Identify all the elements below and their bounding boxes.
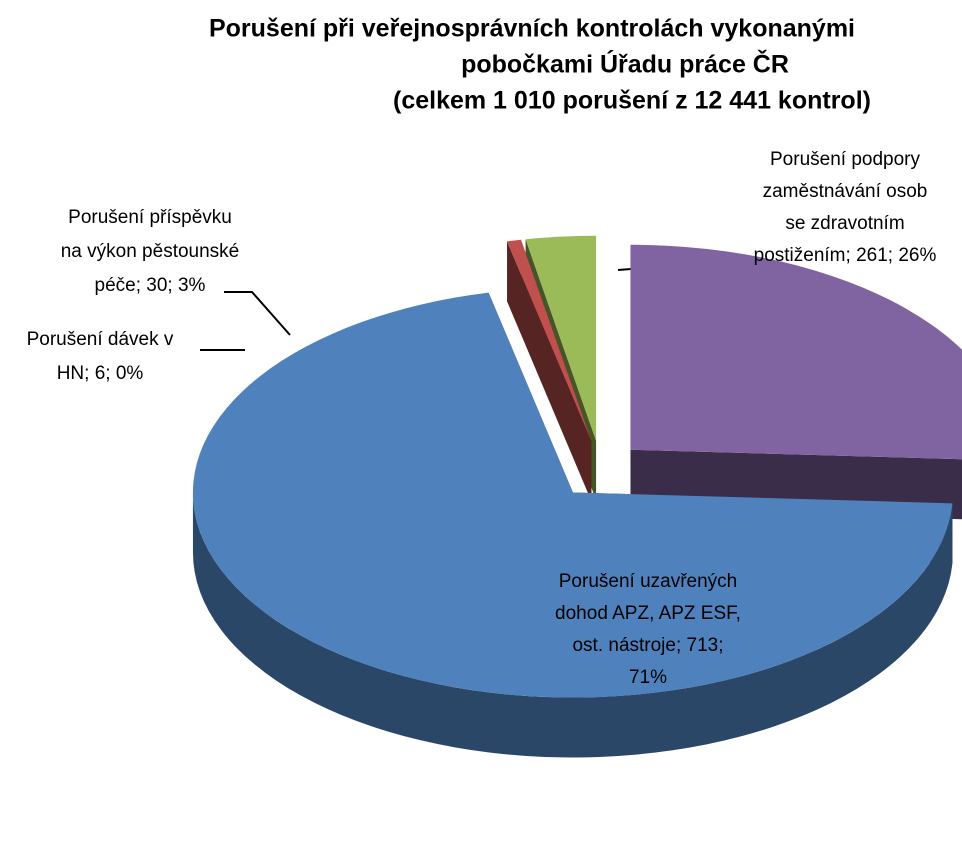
slice bbox=[630, 244, 962, 520]
leader-line bbox=[224, 291, 291, 336]
slice bbox=[525, 235, 597, 441]
slice bbox=[507, 239, 592, 442]
data-label: postižením; 261; 26% bbox=[754, 245, 937, 266]
data-label: ost. nástroje; 713; bbox=[572, 635, 723, 656]
data-label: Porušení dávek v bbox=[27, 329, 174, 350]
chart-title: pobočkami Úřadu práce ČR bbox=[461, 49, 789, 79]
data-label: HN; 6; 0% bbox=[57, 363, 144, 384]
slice-side bbox=[192, 492, 953, 758]
data-label: péče; 30; 3% bbox=[95, 275, 206, 296]
data-label: Porušení podpory bbox=[770, 149, 920, 170]
data-label: Porušení uzavřených bbox=[559, 571, 738, 592]
slice bbox=[507, 239, 592, 502]
data-label: dohod APZ, APZ ESF, bbox=[555, 603, 741, 624]
slice bbox=[192, 292, 953, 758]
chart-title: (celkem 1 010 porušení z 12 441 kontrol) bbox=[393, 87, 871, 115]
chart-title: Porušení při veřejnosprávních kontrolách… bbox=[209, 15, 855, 43]
data-label: na výkon pěstounské bbox=[61, 241, 240, 262]
slice bbox=[630, 244, 962, 460]
data-label: 71% bbox=[629, 667, 667, 688]
data-label: zaměstnávání osob bbox=[763, 181, 928, 202]
slice bbox=[192, 292, 953, 698]
data-label: se zdravotním bbox=[785, 213, 904, 234]
data-label: Porušení příspěvku bbox=[68, 207, 232, 228]
